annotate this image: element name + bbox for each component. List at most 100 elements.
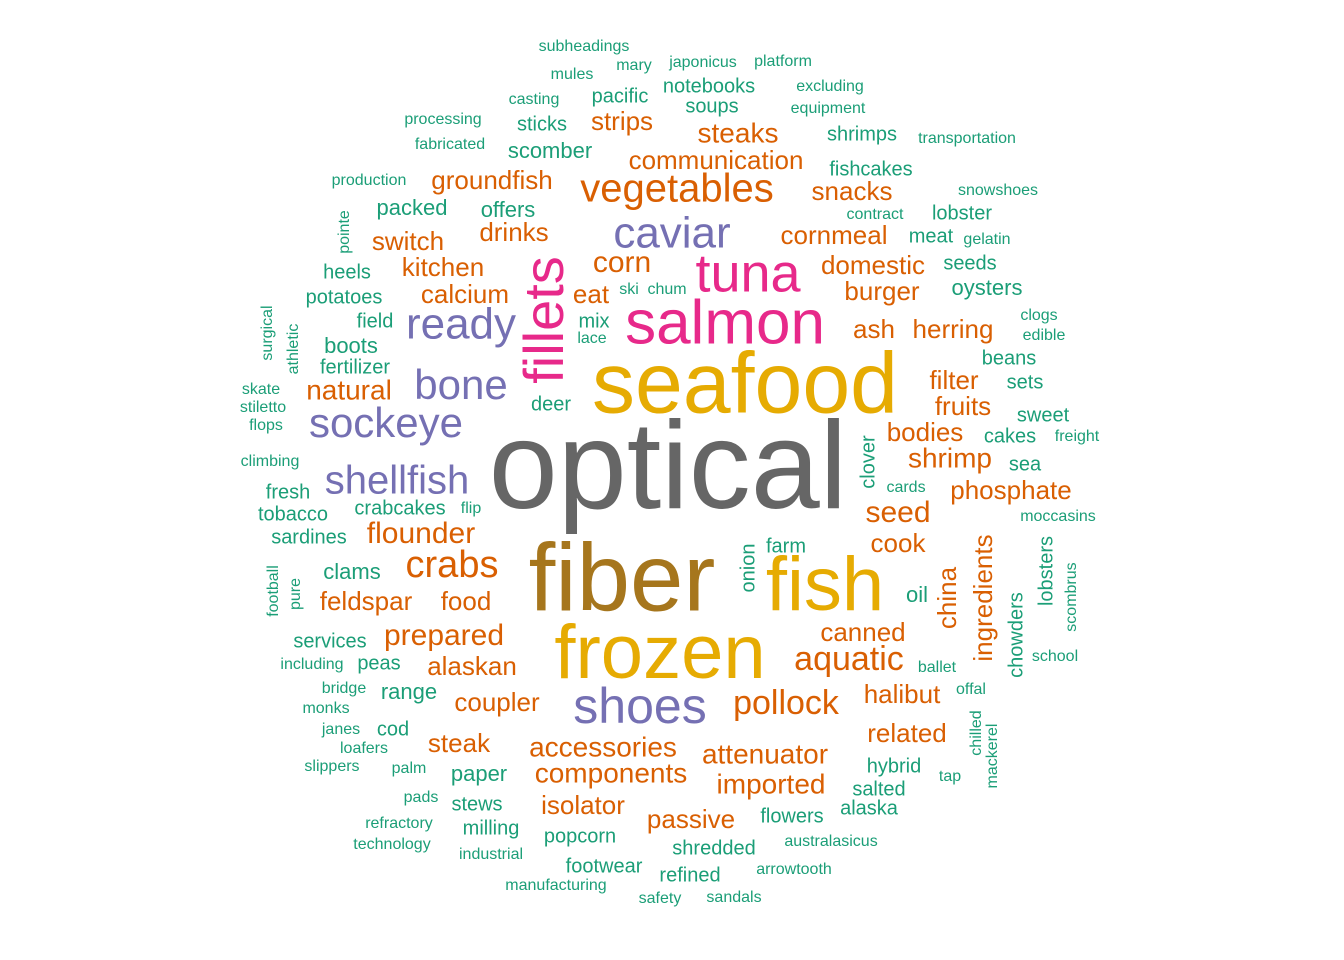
word-cards: cards: [886, 479, 925, 496]
word-contract: contract: [847, 206, 904, 223]
word-sets: sets: [1007, 371, 1044, 393]
word-flip: flip: [461, 500, 482, 517]
word-skate: skate: [242, 381, 280, 398]
word-safety: safety: [639, 890, 682, 907]
word-platform: platform: [754, 53, 812, 70]
word-flops: flops: [249, 417, 283, 434]
word-janes: janes: [321, 721, 360, 738]
word-transportation: transportation: [918, 130, 1016, 147]
word-arrowtooth: arrowtooth: [756, 861, 832, 878]
word-chilled: chilled: [968, 710, 985, 755]
word-attenuator: attenuator: [702, 738, 828, 769]
word-tobacco: tobacco: [258, 503, 328, 525]
word-range: range: [381, 679, 437, 704]
word-industrial: industrial: [459, 846, 523, 863]
word-tap: tap: [939, 768, 961, 785]
word-manufacturing: manufacturing: [505, 877, 606, 894]
word-caviar: caviar: [613, 209, 730, 258]
word-seed: seed: [865, 496, 930, 529]
word-sardines: sardines: [271, 526, 347, 548]
word-burger: burger: [844, 276, 919, 306]
word-mix: mix: [578, 310, 609, 332]
word-salted: salted: [852, 778, 905, 800]
word-shredded: shredded: [672, 837, 755, 859]
word-sticks: sticks: [517, 113, 567, 135]
word-ash: ash: [853, 314, 895, 344]
word-freight: freight: [1055, 428, 1100, 445]
word-fabricated: fabricated: [415, 136, 485, 153]
word-peas: peas: [357, 652, 400, 674]
word-food: food: [441, 586, 492, 616]
word-clover: clover: [857, 435, 879, 489]
word-fiber: fiber: [529, 524, 716, 631]
word-offers: offers: [481, 197, 536, 222]
word-lobsters: lobsters: [1035, 536, 1057, 606]
word-communication: communication: [629, 145, 804, 175]
word-scombrus: scombrus: [1063, 562, 1080, 631]
word-processing: processing: [404, 111, 481, 128]
word-chowders: chowders: [1005, 592, 1027, 678]
word-domestic: domestic: [821, 250, 925, 280]
word-casting: casting: [509, 91, 560, 108]
word-bodies: bodies: [887, 417, 964, 447]
word-sockeye: sockeye: [309, 399, 463, 446]
word-refined: refined: [659, 864, 720, 886]
word-shrimp: shrimp: [908, 442, 992, 473]
word-gelatin: gelatin: [963, 231, 1010, 248]
word-technology: technology: [353, 836, 430, 853]
word-equipment: equipment: [791, 100, 866, 117]
word-related: related: [867, 718, 947, 748]
word-packed: packed: [377, 195, 448, 220]
word-herring: herring: [913, 314, 994, 344]
word-ingredients: ingredients: [968, 534, 998, 661]
word-cod: cod: [377, 718, 409, 740]
word-stews: stews: [451, 793, 502, 815]
word-bridge: bridge: [322, 680, 367, 697]
word-farm: farm: [766, 535, 806, 557]
word-accessories: accessories: [529, 731, 677, 762]
word-cornmeal: cornmeal: [781, 220, 888, 250]
word-pacific: pacific: [592, 85, 649, 107]
word-scomber: scomber: [508, 138, 592, 163]
word-natural: natural: [306, 374, 392, 405]
word-groundfish: groundfish: [431, 165, 552, 195]
word-paper: paper: [451, 761, 507, 786]
word-coupler: coupler: [454, 687, 540, 717]
word-calcium: calcium: [421, 279, 509, 309]
word-mackerel: mackerel: [984, 724, 1001, 789]
word-corn: corn: [593, 246, 651, 279]
word-alaska: alaska: [840, 797, 899, 819]
word-beans: beans: [982, 347, 1037, 369]
word-canned: canned: [820, 617, 905, 647]
word-field: field: [357, 310, 394, 332]
word-china: china: [932, 566, 962, 629]
word-switch: switch: [372, 226, 444, 256]
word-tuna: tuna: [695, 243, 801, 303]
word-monks: monks: [302, 700, 349, 717]
word-aquatic: aquatic: [794, 640, 904, 678]
word-steak: steak: [428, 728, 491, 758]
word-boots: boots: [324, 333, 378, 358]
word-ski: ski: [619, 281, 639, 298]
word-production: production: [332, 172, 407, 189]
word-drinks: drinks: [479, 217, 548, 247]
word-oil: oil: [906, 582, 928, 607]
word-eat: eat: [573, 279, 610, 309]
word-chum: chum: [647, 281, 686, 298]
word-ballet: ballet: [918, 659, 957, 676]
word-fresh: fresh: [266, 481, 310, 503]
word-bone: bone: [414, 361, 507, 408]
word-crabs: crabs: [406, 544, 499, 586]
word-alaskan: alaskan: [427, 651, 517, 681]
word-notebooks: notebooks: [663, 75, 755, 97]
word-moccasins: moccasins: [1020, 508, 1096, 525]
word-slippers: slippers: [304, 758, 359, 775]
word-shoes: shoes: [573, 678, 706, 734]
word-feldspar: feldspar: [320, 586, 413, 616]
word-stiletto: stiletto: [240, 399, 286, 416]
word-heels: heels: [323, 261, 371, 283]
word-pads: pads: [404, 789, 439, 806]
word-deer: deer: [531, 393, 571, 415]
word-phosphate: phosphate: [950, 475, 1071, 505]
